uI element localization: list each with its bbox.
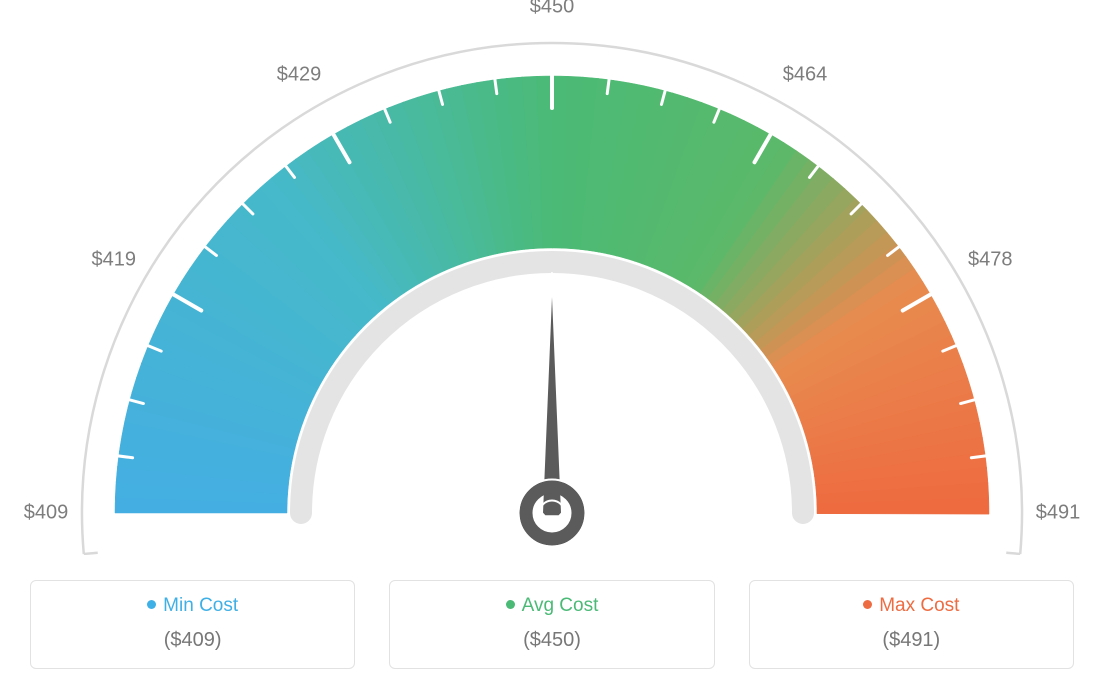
legend-label-text: Max Cost bbox=[879, 595, 959, 616]
legend-label: Avg Cost bbox=[400, 595, 703, 617]
gauge-tick-label: $419 bbox=[92, 249, 137, 272]
legend-card: Max Cost ($491) bbox=[749, 580, 1074, 669]
legend-value: ($450) bbox=[400, 629, 703, 652]
gauge-tick-label: $491 bbox=[1036, 502, 1081, 525]
legend-dot-icon bbox=[147, 600, 156, 609]
legend-card: Avg Cost ($450) bbox=[389, 580, 714, 669]
legend-label: Max Cost bbox=[760, 595, 1063, 617]
legend-label-text: Min Cost bbox=[163, 595, 238, 616]
legend-value: ($409) bbox=[41, 629, 344, 652]
legend-label-text: Avg Cost bbox=[522, 595, 599, 616]
legend-card: Min Cost ($409) bbox=[30, 580, 355, 669]
legend-row: Min Cost ($409) Avg Cost ($450) Max Cost ($49… bbox=[0, 580, 1104, 669]
gauge-svg bbox=[0, 0, 1104, 555]
legend-dot-icon bbox=[863, 600, 872, 609]
gauge-tick-label: $429 bbox=[277, 63, 322, 86]
legend-dot-icon bbox=[506, 600, 515, 609]
gauge-tick-label: $464 bbox=[783, 63, 828, 86]
legend-value: ($491) bbox=[760, 629, 1063, 652]
gauge-tick-label: $450 bbox=[530, 0, 575, 19]
gauge-chart: $409 $419 $429 $450 $464 $478 $491 bbox=[0, 0, 1104, 555]
legend-label: Min Cost bbox=[41, 595, 344, 617]
gauge-tick-label: $478 bbox=[968, 249, 1013, 272]
gauge-tick-label: $409 bbox=[24, 502, 69, 525]
